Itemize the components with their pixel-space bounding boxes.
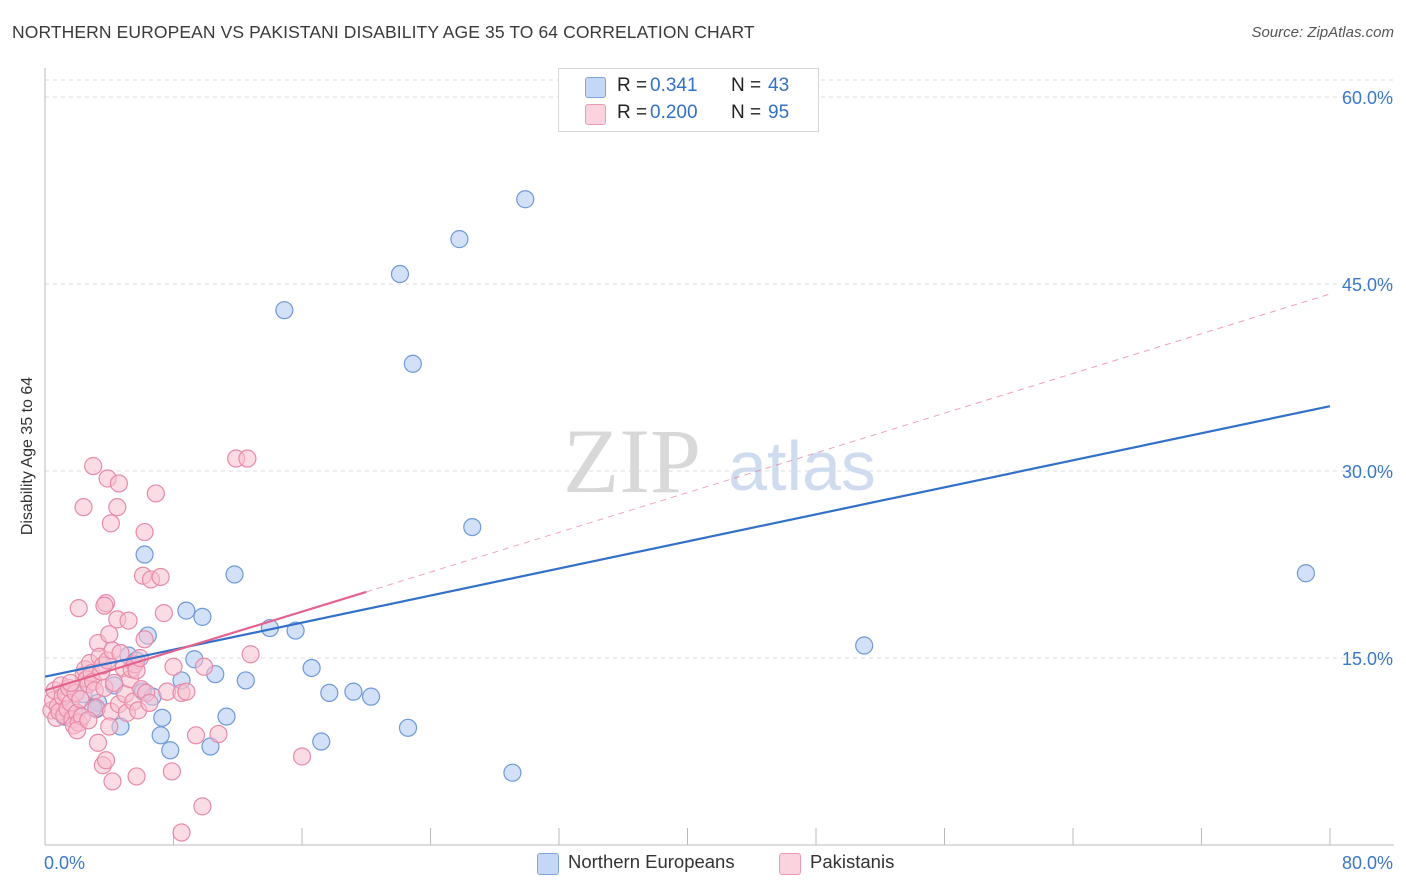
- data-point-northern-european: [225, 565, 244, 584]
- data-point-northern-european: [463, 517, 482, 537]
- legend-n-value: 95: [768, 102, 790, 123]
- data-point-northern-european: [153, 708, 172, 727]
- data-point-pakistani: [100, 625, 119, 644]
- watermark-zip: ZIP: [563, 410, 701, 512]
- data-point-northern-european: [217, 707, 236, 726]
- legend-swatch-pink: [585, 104, 606, 125]
- data-point-pakistani: [194, 657, 214, 676]
- x-tick-label-min: 0.0%: [44, 853, 85, 873]
- watermark: ZIP atlas: [563, 410, 876, 512]
- data-point-pakistani: [146, 484, 165, 503]
- data-point-northern-european: [450, 230, 469, 249]
- y-tick-label: 30.0%: [1342, 462, 1393, 482]
- data-point-northern-european: [135, 545, 154, 564]
- data-point-northern-european: [151, 726, 170, 745]
- y-tick-label: 15.0%: [1342, 649, 1393, 669]
- bottom-legend-swatch-blue: [537, 853, 559, 875]
- data-point-pakistani: [101, 514, 120, 533]
- grid-lines: [45, 79, 1394, 659]
- legend-r-label: R =: [617, 75, 648, 96]
- data-point-northern-european: [390, 264, 410, 284]
- data-point-pakistani: [96, 751, 116, 770]
- bottom-legend-label: Northern Europeans: [568, 851, 735, 872]
- data-point-pakistani: [140, 693, 159, 712]
- data-point-pakistani: [127, 767, 146, 786]
- bottom-legend-label: Pakistanis: [810, 851, 895, 872]
- data-point-northern-european: [312, 732, 331, 751]
- data-point-pakistani: [154, 604, 173, 623]
- data-point-pakistani: [151, 567, 170, 587]
- data-point-pakistani: [100, 717, 119, 736]
- data-point-northern-european: [302, 658, 321, 678]
- data-point-northern-european: [516, 190, 535, 209]
- data-point-northern-european: [275, 301, 294, 320]
- trendline-extension-pakistanis: [366, 293, 1331, 593]
- data-point-northern-european: [855, 636, 874, 655]
- legend-swatch-blue: [585, 77, 606, 98]
- data-point-northern-european: [403, 354, 422, 373]
- data-point-northern-european: [344, 682, 363, 701]
- source-label: Source: ZipAtlas.com: [1251, 24, 1394, 41]
- data-point-pakistani: [209, 724, 228, 744]
- data-point-northern-european: [398, 718, 418, 737]
- data-points: [42, 190, 1316, 842]
- data-point-pakistani: [164, 657, 183, 676]
- data-point-northern-european: [361, 687, 381, 706]
- data-point-pakistani: [172, 823, 191, 842]
- data-point-northern-european: [1296, 564, 1316, 583]
- data-point-pakistani: [292, 747, 312, 766]
- axes: [44, 68, 1394, 846]
- data-point-pakistani: [103, 772, 122, 791]
- data-point-pakistani: [177, 682, 196, 701]
- legend-r-label: R =: [617, 102, 648, 123]
- data-point-pakistani: [108, 498, 127, 517]
- tick-labels: 15.0% 30.0% 45.0% 60.0% 0.0% 80.0%: [44, 88, 1393, 873]
- legend-n-label: N =: [731, 102, 762, 123]
- legend-r-value: 0.341: [650, 75, 698, 96]
- data-point-northern-european: [161, 741, 180, 760]
- x-tick-label-max: 80.0%: [1342, 853, 1393, 873]
- y-tick-label: 60.0%: [1342, 88, 1393, 108]
- bottom-legend-swatch-pink: [779, 853, 801, 875]
- legend-r-value: 0.200: [650, 102, 698, 123]
- correlation-legend: R = 0.341 N = 43 R = 0.200 N = 95: [558, 68, 819, 132]
- trend-lines: [44, 293, 1331, 692]
- data-point-northern-european: [236, 671, 255, 690]
- data-point-pakistani: [84, 456, 103, 476]
- data-point-pakistani: [193, 797, 212, 816]
- data-point-northern-european: [286, 621, 305, 640]
- watermark-atlas: atlas: [728, 427, 876, 505]
- data-point-pakistani: [162, 762, 181, 781]
- legend-n-label: N =: [731, 75, 762, 96]
- y-tick-label: 45.0%: [1342, 275, 1393, 295]
- data-point-pakistani: [109, 474, 128, 493]
- data-point-pakistani: [74, 498, 93, 517]
- trendline-northern-europeans: [44, 405, 1331, 678]
- data-point-pakistani: [95, 596, 114, 615]
- data-point-pakistani: [238, 449, 257, 468]
- data-point-pakistani: [119, 611, 138, 630]
- data-point-pakistani: [79, 711, 98, 730]
- data-point-pakistani: [135, 630, 154, 649]
- trendline-pakistanis: [44, 590, 367, 692]
- data-point-northern-european: [193, 607, 212, 626]
- data-point-pakistani: [186, 726, 206, 745]
- data-point-northern-european: [320, 683, 339, 703]
- chart-title: NORTHERN EUROPEAN VS PAKISTANI DISABILIT…: [12, 22, 755, 42]
- data-point-northern-european: [503, 763, 522, 782]
- data-point-pakistani: [241, 645, 260, 664]
- data-point-northern-european: [177, 601, 196, 620]
- legend-n-value: 43: [768, 75, 790, 96]
- data-point-pakistani: [69, 599, 88, 618]
- data-point-pakistani: [135, 522, 154, 542]
- data-point-pakistani: [88, 733, 108, 752]
